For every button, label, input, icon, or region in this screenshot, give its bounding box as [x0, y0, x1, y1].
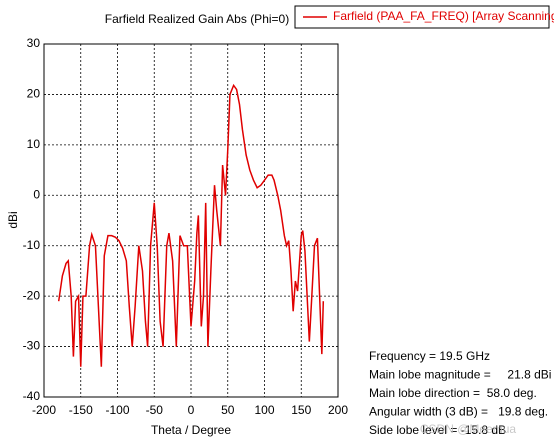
plot-frame	[43, 43, 339, 398]
x-tick-label: -50	[146, 403, 164, 417]
x-tick-label: -200	[32, 403, 56, 417]
data-line	[57, 83, 325, 367]
legend-label: Farfield (PAA_FA_FREQ) [Array Scanning]	[333, 9, 554, 23]
y-tick-label: -40	[23, 389, 41, 403]
x-axis-label: Theta / Degree	[151, 423, 231, 437]
legend-box	[294, 5, 550, 29]
x-tick-label: 150	[291, 403, 311, 417]
y-tick-label: 20	[27, 87, 41, 101]
annotation: Main lobe direction = 58.0 deg.	[369, 386, 537, 400]
x-tick-label: 100	[254, 403, 274, 417]
x-tick-label: -150	[69, 403, 93, 417]
y-tick-label: 30	[27, 36, 41, 50]
annotation: Frequency = 19.5 GHz	[369, 349, 490, 363]
annotation: Main lobe magnitude = 21.8 dBi	[369, 368, 551, 382]
x-tick-label: 0	[188, 403, 195, 417]
y-tick-label: 10	[27, 137, 41, 151]
annotation: Angular width (3 dB) = 19.8 deg.	[369, 405, 548, 419]
y-tick-label: -20	[23, 288, 41, 302]
y-tick-label: 0	[33, 187, 40, 201]
watermark: CSDN @Meemua	[420, 422, 517, 436]
chart-title: Farfield Realized Gain Abs (Phi=0)	[105, 12, 289, 26]
y-tick-label: -30	[23, 339, 41, 353]
x-tick-label: 50	[221, 403, 235, 417]
annotation: Side lobe level = -15.8 dB	[369, 423, 506, 437]
y-tick-label: -10	[23, 238, 41, 252]
x-tick-label: 200	[328, 403, 348, 417]
y-axis-label: dBi	[6, 211, 20, 228]
x-tick-label: -100	[105, 403, 129, 417]
